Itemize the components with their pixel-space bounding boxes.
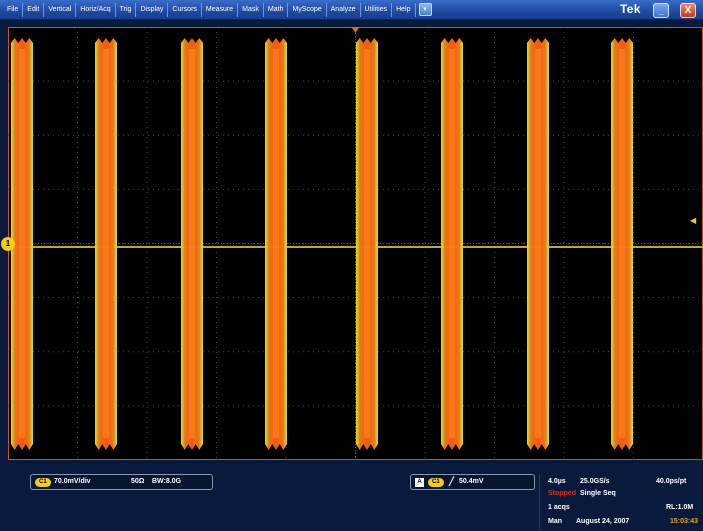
timebase: 4.0µs <box>548 478 566 485</box>
trigger-level: 50.4mV <box>459 478 484 485</box>
waveform-display[interactable] <box>8 27 703 460</box>
channel-chip: C1 <box>35 478 51 487</box>
resolution: 40.0ps/pt <box>656 478 686 485</box>
rising-edge-icon: ╱ <box>449 477 454 486</box>
burst-core <box>103 49 109 438</box>
minimize-icon[interactable]: _ <box>653 3 669 18</box>
bandwidth: BW:8.0G <box>152 478 181 485</box>
acq-count: 1 acqs <box>548 504 570 511</box>
burst-core <box>449 49 455 438</box>
menu-horiz-acq[interactable]: Horiz/Acq <box>76 3 115 17</box>
time-label: 15:03:43 <box>670 518 698 525</box>
trigger-readout[interactable]: A C1 ╱ 50.4mV <box>410 474 535 490</box>
menu-help[interactable]: Help <box>392 3 415 17</box>
burst-core <box>273 49 279 438</box>
menu-vertical[interactable]: Vertical <box>44 3 76 17</box>
burst-core <box>364 49 370 438</box>
user-label: Man <box>548 518 562 525</box>
menu-file[interactable]: File <box>3 3 23 17</box>
menu-mask[interactable]: Mask <box>238 3 264 17</box>
menu-utilities[interactable]: Utilities <box>361 3 393 17</box>
menu-display[interactable]: Display <box>136 3 168 17</box>
chevron-down-icon[interactable]: ▾ <box>419 3 432 16</box>
menu-edit[interactable]: Edit <box>23 3 44 17</box>
brand-logo: Tek <box>620 2 641 16</box>
burst-core <box>19 49 25 438</box>
vertical-scale: 70.0mV/div <box>54 478 91 485</box>
record-length: RL:1.0M <box>666 504 693 511</box>
close-icon[interactable]: X <box>680 3 696 18</box>
impedance: 50Ω <box>131 478 144 485</box>
waveform-graticule <box>8 27 703 460</box>
trigger-source-tag: A <box>415 478 424 487</box>
channel-readout[interactable]: C1 70.0mV/div 50Ω BW:8.0G <box>30 474 213 490</box>
trigger-level-arrow-icon[interactable]: ◀ <box>690 216 696 225</box>
date-label: August 24, 2007 <box>576 518 629 525</box>
burst-core <box>535 49 541 438</box>
menu-trig[interactable]: Trig <box>116 3 137 17</box>
menu-math[interactable]: Math <box>264 3 289 17</box>
menu-myscope[interactable]: MyScope <box>288 3 326 17</box>
acquisition-panel[interactable]: 4.0µs 25.0GS/s 40.0ps/pt Stopped Single … <box>539 474 703 531</box>
burst-core <box>189 49 195 438</box>
burst-core <box>619 49 625 438</box>
menu-measure[interactable]: Measure <box>202 3 238 17</box>
acq-state: Stopped <box>548 490 576 497</box>
menu-bar: File Edit Vertical Horiz/Acq Trig Displa… <box>0 0 703 20</box>
menu-analyze[interactable]: Analyze <box>327 3 361 17</box>
acq-mode: Single Seq <box>580 490 616 497</box>
sample-rate: 25.0GS/s <box>580 478 610 485</box>
trigger-position-icon <box>352 27 360 33</box>
menu-cursors[interactable]: Cursors <box>168 3 202 17</box>
channel-1-marker[interactable]: 1 <box>1 237 15 251</box>
trigger-channel-chip: C1 <box>428 478 444 487</box>
